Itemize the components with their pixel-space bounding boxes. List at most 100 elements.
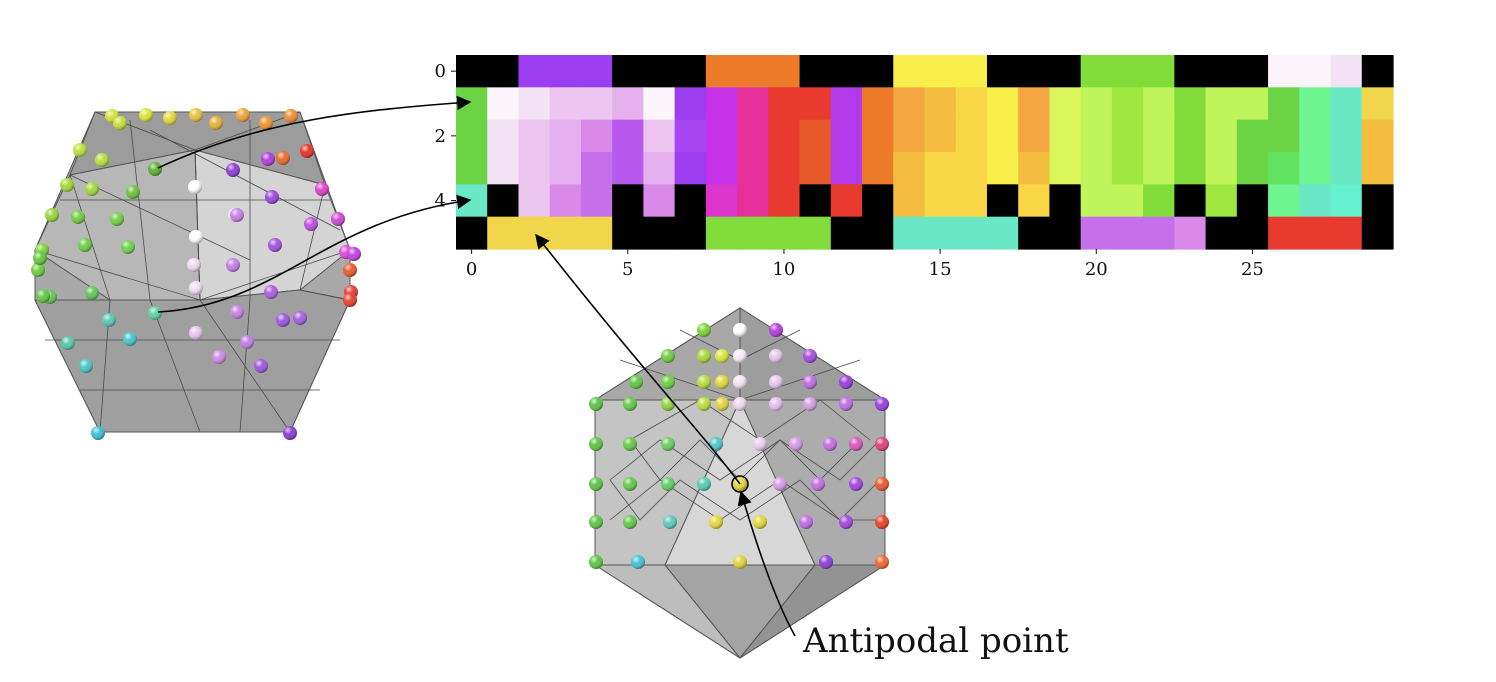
- left-vertex-dot-shade: [121, 240, 135, 254]
- left-vertex-dot-shade: [187, 258, 201, 272]
- heatmap-cell: [799, 216, 832, 250]
- heatmap-cell: [1361, 87, 1394, 121]
- heatmap-cell: [1268, 119, 1300, 153]
- bottom-polyhedron: [589, 307, 889, 659]
- heatmap-cell: [1268, 184, 1300, 218]
- left-vertex-dot-shade: [189, 108, 203, 122]
- heatmap-cell: [1330, 152, 1363, 185]
- bottom-vertex-dot-shade: [589, 477, 603, 491]
- heatmap-cell: [1174, 216, 1207, 250]
- heatmap-cell: [518, 87, 551, 121]
- bottom-vertex-dot-shade: [811, 477, 825, 491]
- bottom-vertex-dot-shade: [661, 437, 675, 451]
- heatmap-cell: [1018, 119, 1051, 153]
- heatmap-cell: [1111, 87, 1144, 121]
- heatmap-cell: [1299, 184, 1332, 218]
- heatmap-cell: [737, 55, 769, 88]
- heatmap-cell: [705, 55, 738, 88]
- heatmap-cell: [549, 55, 582, 88]
- arrows: [157, 95, 796, 637]
- heatmap-cell: [674, 184, 707, 218]
- heatmap-cell: [705, 184, 738, 218]
- heatmap-cell: [1049, 216, 1082, 250]
- bottom-vertex-dot-shade: [875, 515, 889, 529]
- heatmap-cell: [1143, 87, 1175, 121]
- heatmap-cell: [1299, 216, 1332, 250]
- heatmap-cell: [580, 184, 613, 218]
- left-vertex-dot-shade: [230, 208, 244, 222]
- heatmap-cell: [986, 184, 1019, 218]
- y-tick-label: 0: [435, 61, 446, 82]
- left-vertex-dot-shade: [240, 335, 254, 349]
- heatmap-cell: [768, 55, 801, 88]
- heatmap-cell: [487, 119, 520, 153]
- left-vertex-dot-shade: [276, 313, 290, 327]
- heatmap-cell: [830, 87, 863, 121]
- heatmap-cell: [456, 216, 488, 250]
- heatmap-cell: [487, 152, 520, 185]
- heatmap-cell: [1080, 55, 1113, 88]
- left-vertex-dot-shade: [343, 263, 357, 277]
- bottom-vertex-dot-shade: [733, 349, 747, 363]
- bottom-vertex-dot-shade: [733, 555, 747, 569]
- heatmap-cell: [1236, 152, 1269, 185]
- heatmap-cell: [674, 119, 707, 153]
- bottom-vertex-dot-shade: [839, 515, 853, 529]
- bottom-poly-vertex-dots: [589, 323, 889, 569]
- heatmap-cell: [1143, 119, 1175, 153]
- heatmap-cell: [456, 152, 488, 185]
- heatmap-cell: [643, 152, 676, 185]
- bottom-vertex-dot-shade: [769, 375, 783, 389]
- bottom-vertex-dot-shade: [715, 397, 729, 411]
- x-tick-label: 5: [622, 259, 633, 280]
- heatmap-cell: [518, 152, 551, 185]
- heatmap-cell: [893, 87, 926, 121]
- heatmap: 0 5 10 15 20 25 0 2 4: [435, 55, 1394, 280]
- heatmap-cell: [768, 216, 801, 250]
- heatmap-cell: [1268, 216, 1300, 250]
- heatmap-cell: [924, 87, 957, 121]
- bottom-vertex-dot-shade: [697, 397, 711, 411]
- heatmap-cell: [1080, 216, 1113, 250]
- heatmap-cell: [456, 87, 488, 121]
- left-vertex-dot-shade: [148, 162, 162, 176]
- heatmap-cell: [955, 216, 988, 250]
- bottom-vertex-dot-shade: [589, 397, 603, 411]
- heatmap-cell: [986, 119, 1019, 153]
- heatmap-cell: [1236, 119, 1269, 153]
- bottom-vertex-dot-shade: [753, 515, 767, 529]
- left-vertex-dot-shade: [189, 230, 203, 244]
- heatmap-cell: [643, 87, 676, 121]
- bottom-vertex-dot-shade: [709, 437, 723, 451]
- bottom-vertex-dot-shade: [799, 515, 813, 529]
- left-vertex-dot-shade: [259, 116, 273, 130]
- left-vertex-dot-shade: [113, 116, 127, 130]
- heatmap-cell: [549, 216, 582, 250]
- heatmap-cell: [955, 55, 988, 88]
- bottom-vertex-dot-shade: [875, 555, 889, 569]
- left-vertex-dot-shade: [276, 151, 290, 165]
- heatmap-cell: [924, 119, 957, 153]
- heatmap-cell: [1236, 87, 1269, 121]
- heatmap-cell: [1205, 184, 1238, 218]
- bottom-vertex-dot-shade: [715, 375, 729, 389]
- heatmap-cell: [518, 55, 551, 88]
- bottom-vertex-dot-shade: [769, 323, 783, 337]
- heatmap-cell: [674, 152, 707, 185]
- heatmap-cell: [1174, 152, 1207, 185]
- bottom-vertex-dot-shade: [661, 349, 675, 363]
- left-vertex-dot-shade: [78, 238, 92, 252]
- heatmap-cell: [893, 55, 926, 88]
- heatmap-cell: [1080, 119, 1113, 153]
- heatmap-cell: [924, 184, 957, 218]
- heatmap-cell: [986, 55, 1019, 88]
- left-vertex-dot-shade: [139, 108, 153, 122]
- left-vertex-dot-shade: [283, 426, 297, 440]
- heatmap-cell: [705, 216, 738, 250]
- heatmap-cell: [768, 87, 801, 121]
- heatmap-cell: [1018, 55, 1051, 88]
- heatmap-cell: [1143, 184, 1175, 218]
- heatmap-cell: [549, 184, 582, 218]
- heatmap-cell: [1174, 184, 1207, 218]
